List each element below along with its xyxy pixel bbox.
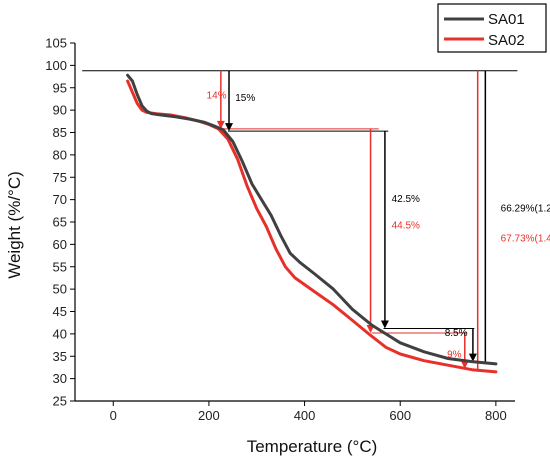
y-tick-label: 60 (53, 237, 67, 252)
annotation-label: 42.5% (392, 194, 420, 205)
legend: SA01 SA02 (437, 3, 547, 53)
y-tick-label: 30 (53, 371, 67, 386)
axes-layer: 25 30 35 40 45 50 55 60 65 70 75 80 85 90 95 100 105 0 200… (45, 36, 515, 423)
y-tick-label: 90 (53, 103, 67, 118)
x-axis-title: Temperature (°C) (247, 437, 378, 456)
y-tick-label: 100 (45, 58, 67, 73)
y-tick-label: 45 (53, 304, 67, 319)
step-arrow-head (225, 123, 233, 132)
annotation-label: 9% (447, 350, 462, 361)
y-tick-label: 55 (53, 259, 67, 274)
step-arrow-head (216, 120, 225, 129)
y-tick-label: 70 (53, 192, 67, 207)
legend-label-sa01: SA01 (488, 11, 525, 28)
legend-label-sa02: SA02 (488, 32, 525, 49)
y-tick-label: 35 (53, 349, 67, 364)
x-tick-label: 400 (294, 408, 316, 423)
annotation-label: 66.29%(1.247mg) (501, 204, 550, 215)
annotation-label: 8.5% (445, 328, 468, 339)
annotation-label: 14% (207, 90, 227, 101)
y-tick-label: 85 (53, 125, 67, 140)
series-layer (126, 73, 498, 374)
y-tick-label: 105 (45, 36, 67, 51)
annotation-label: 44.5% (392, 221, 420, 232)
step-arrow-head (380, 320, 389, 329)
annotation-layer (82, 70, 518, 371)
y-tick-label: 50 (53, 282, 67, 297)
y-tick-label: 80 (53, 147, 67, 162)
y-axis-title: Weight (%/°C) (5, 171, 24, 279)
y-tick-label: 65 (53, 215, 67, 230)
x-tick-label: 200 (198, 408, 220, 423)
series-line-sa01 (126, 73, 498, 366)
x-tick-label: 0 (110, 408, 117, 423)
y-tick-label: 75 (53, 170, 67, 185)
step-arrow-head (468, 353, 477, 362)
y-tick-label: 25 (53, 394, 67, 409)
step-arrow-head (460, 360, 469, 369)
annotation-labels: 14% 15% 42.5% 44.5% 8.5% 9% 66.29%(1.247mg) 67.… (207, 90, 550, 360)
y-tick-label: 40 (53, 326, 67, 341)
annotation-label: 15% (235, 93, 255, 104)
legend-box (437, 3, 547, 53)
annotation-label: 67.73%(1.460mg) (501, 234, 550, 245)
x-tick-label: 600 (389, 408, 411, 423)
x-tick-label: 800 (485, 408, 507, 423)
y-tick-label: 95 (53, 80, 67, 95)
